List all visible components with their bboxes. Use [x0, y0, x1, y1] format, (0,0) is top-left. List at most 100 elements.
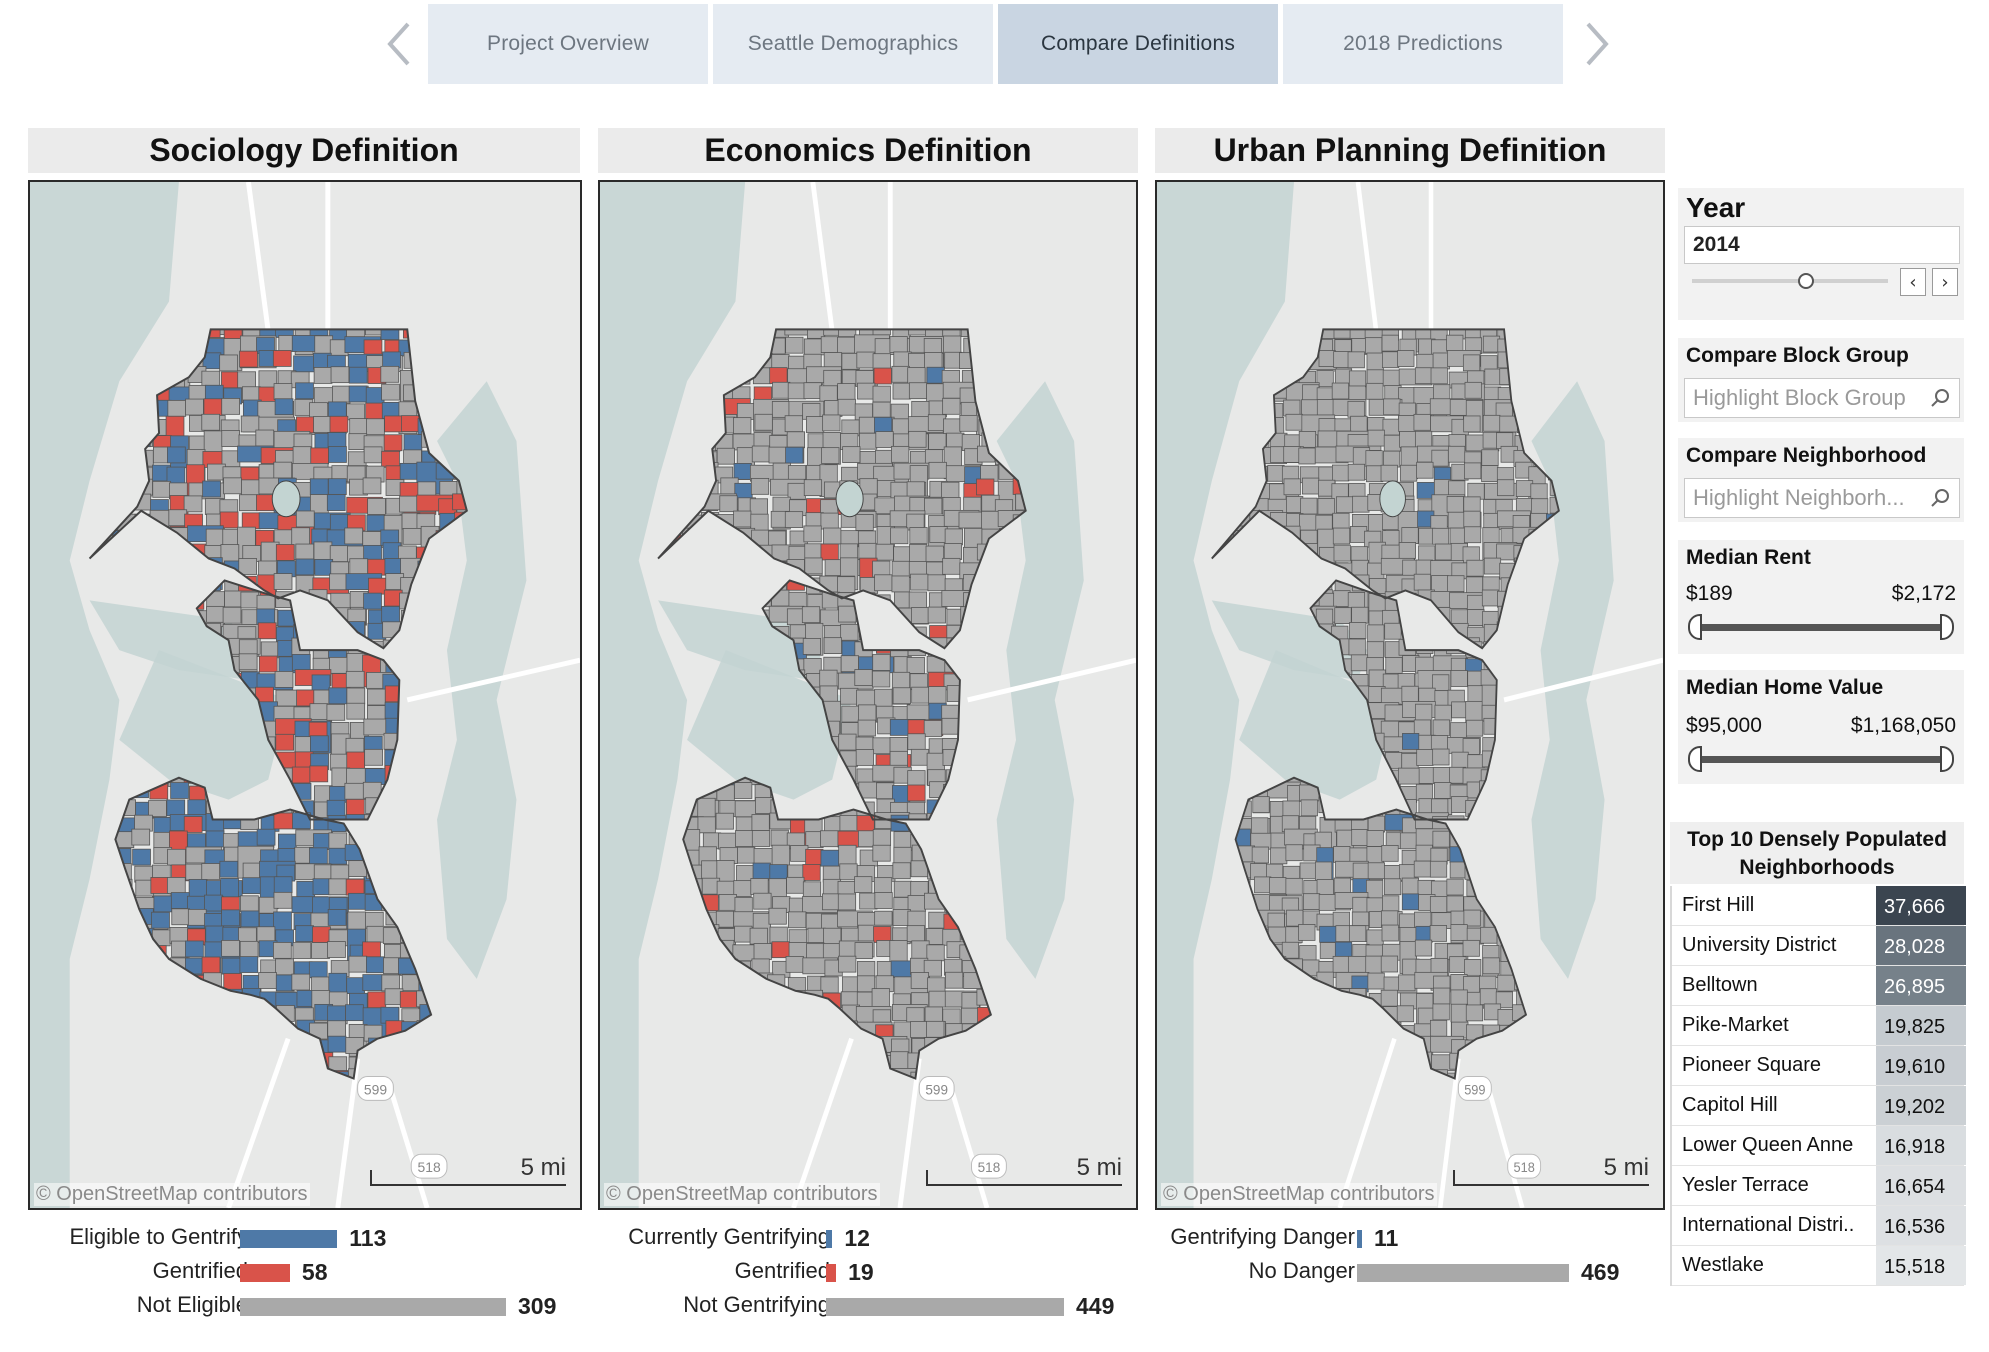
block-group[interactable]	[205, 830, 225, 848]
block-group[interactable]	[310, 735, 329, 753]
block-group[interactable]	[1380, 464, 1398, 482]
block-group[interactable]	[1383, 450, 1401, 468]
block-group[interactable]	[803, 658, 822, 675]
block-group[interactable]	[1285, 413, 1303, 431]
block-group[interactable]	[1269, 877, 1287, 894]
median-home-value-min[interactable]: $95,000	[1686, 714, 1762, 737]
block-group[interactable]	[875, 543, 894, 561]
block-group[interactable]	[944, 528, 963, 546]
block-group[interactable]	[1447, 575, 1465, 593]
block-group[interactable]	[273, 942, 292, 959]
block-group[interactable]	[312, 926, 331, 944]
block-group[interactable]	[310, 447, 330, 465]
block-group[interactable]	[239, 956, 259, 973]
block-group[interactable]	[219, 511, 239, 529]
block-group[interactable]	[1399, 431, 1417, 448]
legend-label[interactable]: Gentrified	[152, 1258, 248, 1283]
block-group[interactable]	[206, 338, 225, 355]
block-group[interactable]	[201, 370, 221, 388]
block-group[interactable]	[1401, 893, 1420, 911]
block-group[interactable]	[239, 494, 258, 512]
block-group[interactable]	[239, 350, 258, 368]
block-group[interactable]	[240, 591, 260, 609]
block-group[interactable]	[856, 351, 875, 369]
block-group[interactable]	[238, 653, 258, 671]
block-group[interactable]	[1350, 654, 1369, 672]
year-next-button[interactable]: ›	[1932, 268, 1958, 296]
block-group[interactable]	[1302, 477, 1320, 495]
block-group[interactable]	[926, 1020, 945, 1038]
block-group[interactable]	[148, 800, 167, 817]
legend-label[interactable]: Gentrifying Danger	[1170, 1224, 1355, 1249]
block-group[interactable]	[890, 527, 909, 545]
block-group[interactable]	[925, 545, 944, 563]
block-group[interactable]	[1398, 974, 1416, 992]
block-group[interactable]	[1332, 527, 1351, 545]
block-group[interactable]	[327, 432, 347, 449]
block-group[interactable]	[1254, 876, 1272, 894]
block-group[interactable]	[1497, 479, 1515, 497]
block-group[interactable]	[786, 876, 805, 894]
block-group[interactable]	[278, 833, 297, 851]
block-group[interactable]	[221, 940, 240, 957]
block-group[interactable]	[275, 544, 295, 561]
block-group[interactable]	[1382, 418, 1400, 436]
legend-label[interactable]: Not Eligible	[136, 1292, 248, 1317]
block-group[interactable]	[858, 542, 877, 560]
block-group[interactable]	[1449, 722, 1468, 739]
table-row[interactable]: Lower Queen Anne 16,918	[1672, 1126, 1966, 1166]
block-group[interactable]	[1298, 431, 1316, 448]
block-group[interactable]	[314, 558, 334, 576]
block-group[interactable]	[1267, 464, 1285, 482]
block-group[interactable]	[273, 891, 293, 909]
block-group[interactable]	[734, 896, 753, 914]
block-group[interactable]	[874, 892, 893, 909]
block-group[interactable]	[1381, 844, 1399, 862]
block-group[interactable]	[872, 670, 891, 688]
table-row[interactable]: Yesler Terrace 16,654	[1672, 1166, 1966, 1206]
block-group[interactable]	[295, 543, 315, 561]
block-group[interactable]	[928, 433, 947, 450]
block-group[interactable]	[1351, 606, 1369, 624]
block-group[interactable]	[1414, 367, 1433, 385]
block-group[interactable]	[366, 418, 385, 436]
block-group[interactable]	[926, 944, 945, 962]
block-group[interactable]	[819, 385, 838, 403]
block-group[interactable]	[1319, 925, 1337, 943]
block-group[interactable]	[733, 417, 752, 434]
block-group[interactable]	[1446, 895, 1464, 913]
block-group[interactable]	[769, 367, 788, 384]
block-group[interactable]	[803, 479, 823, 497]
block-group[interactable]	[295, 510, 315, 528]
block-group[interactable]	[906, 657, 925, 674]
block-group[interactable]	[183, 495, 203, 513]
block-group[interactable]	[166, 466, 186, 484]
block-group[interactable]	[1432, 830, 1450, 848]
block-group[interactable]	[381, 606, 400, 623]
block-group[interactable]	[926, 366, 945, 384]
block-group[interactable]	[1463, 510, 1481, 528]
block-group[interactable]	[221, 371, 240, 389]
block-group[interactable]	[1380, 989, 1398, 1007]
block-group[interactable]	[911, 686, 930, 704]
block-group[interactable]	[1416, 461, 1434, 479]
block-group[interactable]	[784, 415, 803, 433]
block-group[interactable]	[1434, 704, 1452, 722]
block-group[interactable]	[327, 1005, 346, 1023]
block-group[interactable]	[291, 973, 311, 991]
table-row[interactable]: First Hill 37,666	[1672, 886, 1966, 926]
block-group[interactable]	[1450, 670, 1468, 687]
block-group[interactable]	[1251, 846, 1269, 864]
block-group[interactable]	[273, 383, 293, 400]
block-group[interactable]	[327, 941, 346, 958]
block-group[interactable]	[873, 877, 893, 894]
block-group[interactable]	[346, 977, 365, 994]
block-group[interactable]	[837, 398, 856, 416]
block-group[interactable]	[346, 702, 366, 720]
block-group[interactable]	[132, 848, 151, 866]
block-group[interactable]	[1401, 753, 1419, 770]
year-value-field[interactable]: 2014	[1684, 226, 1960, 264]
block-group[interactable]	[242, 877, 261, 895]
block-group[interactable]	[1332, 512, 1350, 530]
block-group[interactable]	[1367, 972, 1385, 990]
